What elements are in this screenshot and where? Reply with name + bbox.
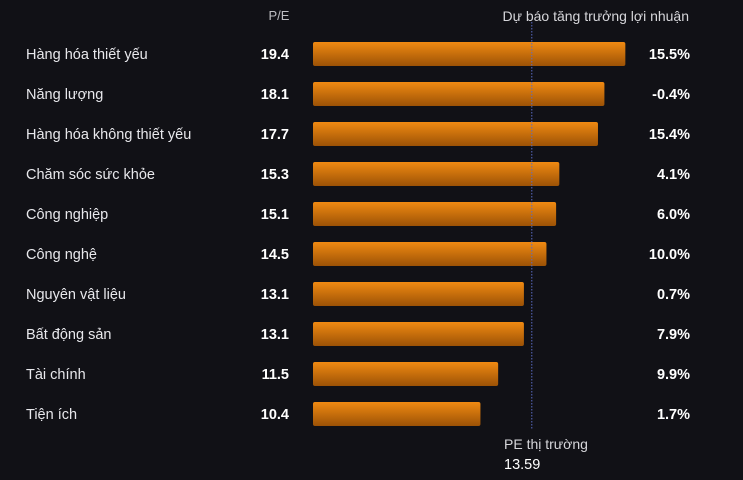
category-label: Hàng hóa thiết yếu — [26, 47, 148, 63]
chart-row: Hàng hóa thiết yếu 19.4 15.5% — [26, 42, 690, 66]
pe-bar — [313, 402, 481, 426]
chart-row: Tiện ích 10.4 1.7% — [26, 402, 690, 426]
growth-value-label: 1.7% — [657, 407, 690, 423]
market-pe-value: 13.59 — [504, 457, 540, 473]
chart-row: Năng lượng 18.1 -0.4% — [26, 82, 690, 106]
chart-row: Hàng hóa không thiết yếu 17.7 15.4% — [26, 122, 690, 146]
pe-bar — [313, 162, 560, 186]
growth-value-label: 15.4% — [649, 127, 690, 143]
pe-bar — [313, 202, 557, 226]
growth-value-label: 7.9% — [657, 327, 690, 343]
growth-value-label: 15.5% — [649, 47, 690, 63]
growth-value-label: 4.1% — [657, 167, 690, 183]
chart-row: Công nghệ 14.5 10.0% — [26, 242, 690, 266]
pe-value-label: 15.3 — [261, 167, 289, 183]
category-label: Công nghiệp — [26, 207, 108, 223]
growth-value-label: 6.0% — [657, 207, 690, 223]
pe-bar — [313, 282, 524, 306]
pe-value-label: 10.4 — [261, 407, 289, 423]
chart-row: Tài chính 11.5 9.9% — [26, 362, 690, 386]
chart-row: Chăm sóc sức khỏe 15.3 4.1% — [26, 162, 690, 186]
chart-row: Bất động sản 13.1 7.9% — [26, 322, 690, 346]
pe-bar — [313, 242, 547, 266]
category-label: Nguyên vật liệu — [26, 287, 126, 303]
pe-bar — [313, 322, 524, 346]
pe-value-label: 17.7 — [261, 127, 289, 143]
pe-value-label: 13.1 — [261, 327, 289, 343]
growth-value-label: -0.4% — [652, 87, 690, 103]
growth-value-label: 9.9% — [657, 367, 690, 383]
category-label: Tiện ích — [26, 407, 77, 423]
category-label: Công nghệ — [26, 247, 97, 263]
pe-bar — [313, 42, 626, 66]
pe-bar — [313, 122, 598, 146]
pe-column-header: P/E — [269, 8, 290, 23]
pe-value-label: 13.1 — [261, 287, 289, 303]
category-label: Tài chính — [26, 367, 86, 383]
growth-value-label: 0.7% — [657, 287, 690, 303]
pe-value-label: 19.4 — [261, 47, 289, 63]
category-label: Hàng hóa không thiết yếu — [26, 127, 191, 143]
pe-value-label: 11.5 — [262, 367, 289, 383]
pe-bar — [313, 82, 605, 106]
chart-row: Nguyên vật liệu 13.1 0.7% — [26, 282, 690, 306]
category-label: Năng lượng — [26, 87, 103, 103]
pe-bar — [313, 362, 499, 386]
growth-column-header: Dự báo tăng trưởng lợi nhuận — [502, 8, 689, 24]
market-pe-label: PE thị trường — [504, 436, 588, 452]
pe-value-label: 14.5 — [261, 247, 289, 263]
pe-value-label: 18.1 — [261, 87, 289, 103]
growth-value-label: 10.0% — [649, 247, 690, 263]
chart-row: Công nghiệp 15.1 6.0% — [26, 202, 690, 226]
pe-value-label: 15.1 — [261, 207, 289, 223]
chart-rows: Hàng hóa thiết yếu 19.4 15.5% Năng lượng 18.… — [26, 42, 690, 426]
category-label: Bất động sản — [26, 327, 111, 343]
category-label: Chăm sóc sức khỏe — [26, 167, 155, 183]
